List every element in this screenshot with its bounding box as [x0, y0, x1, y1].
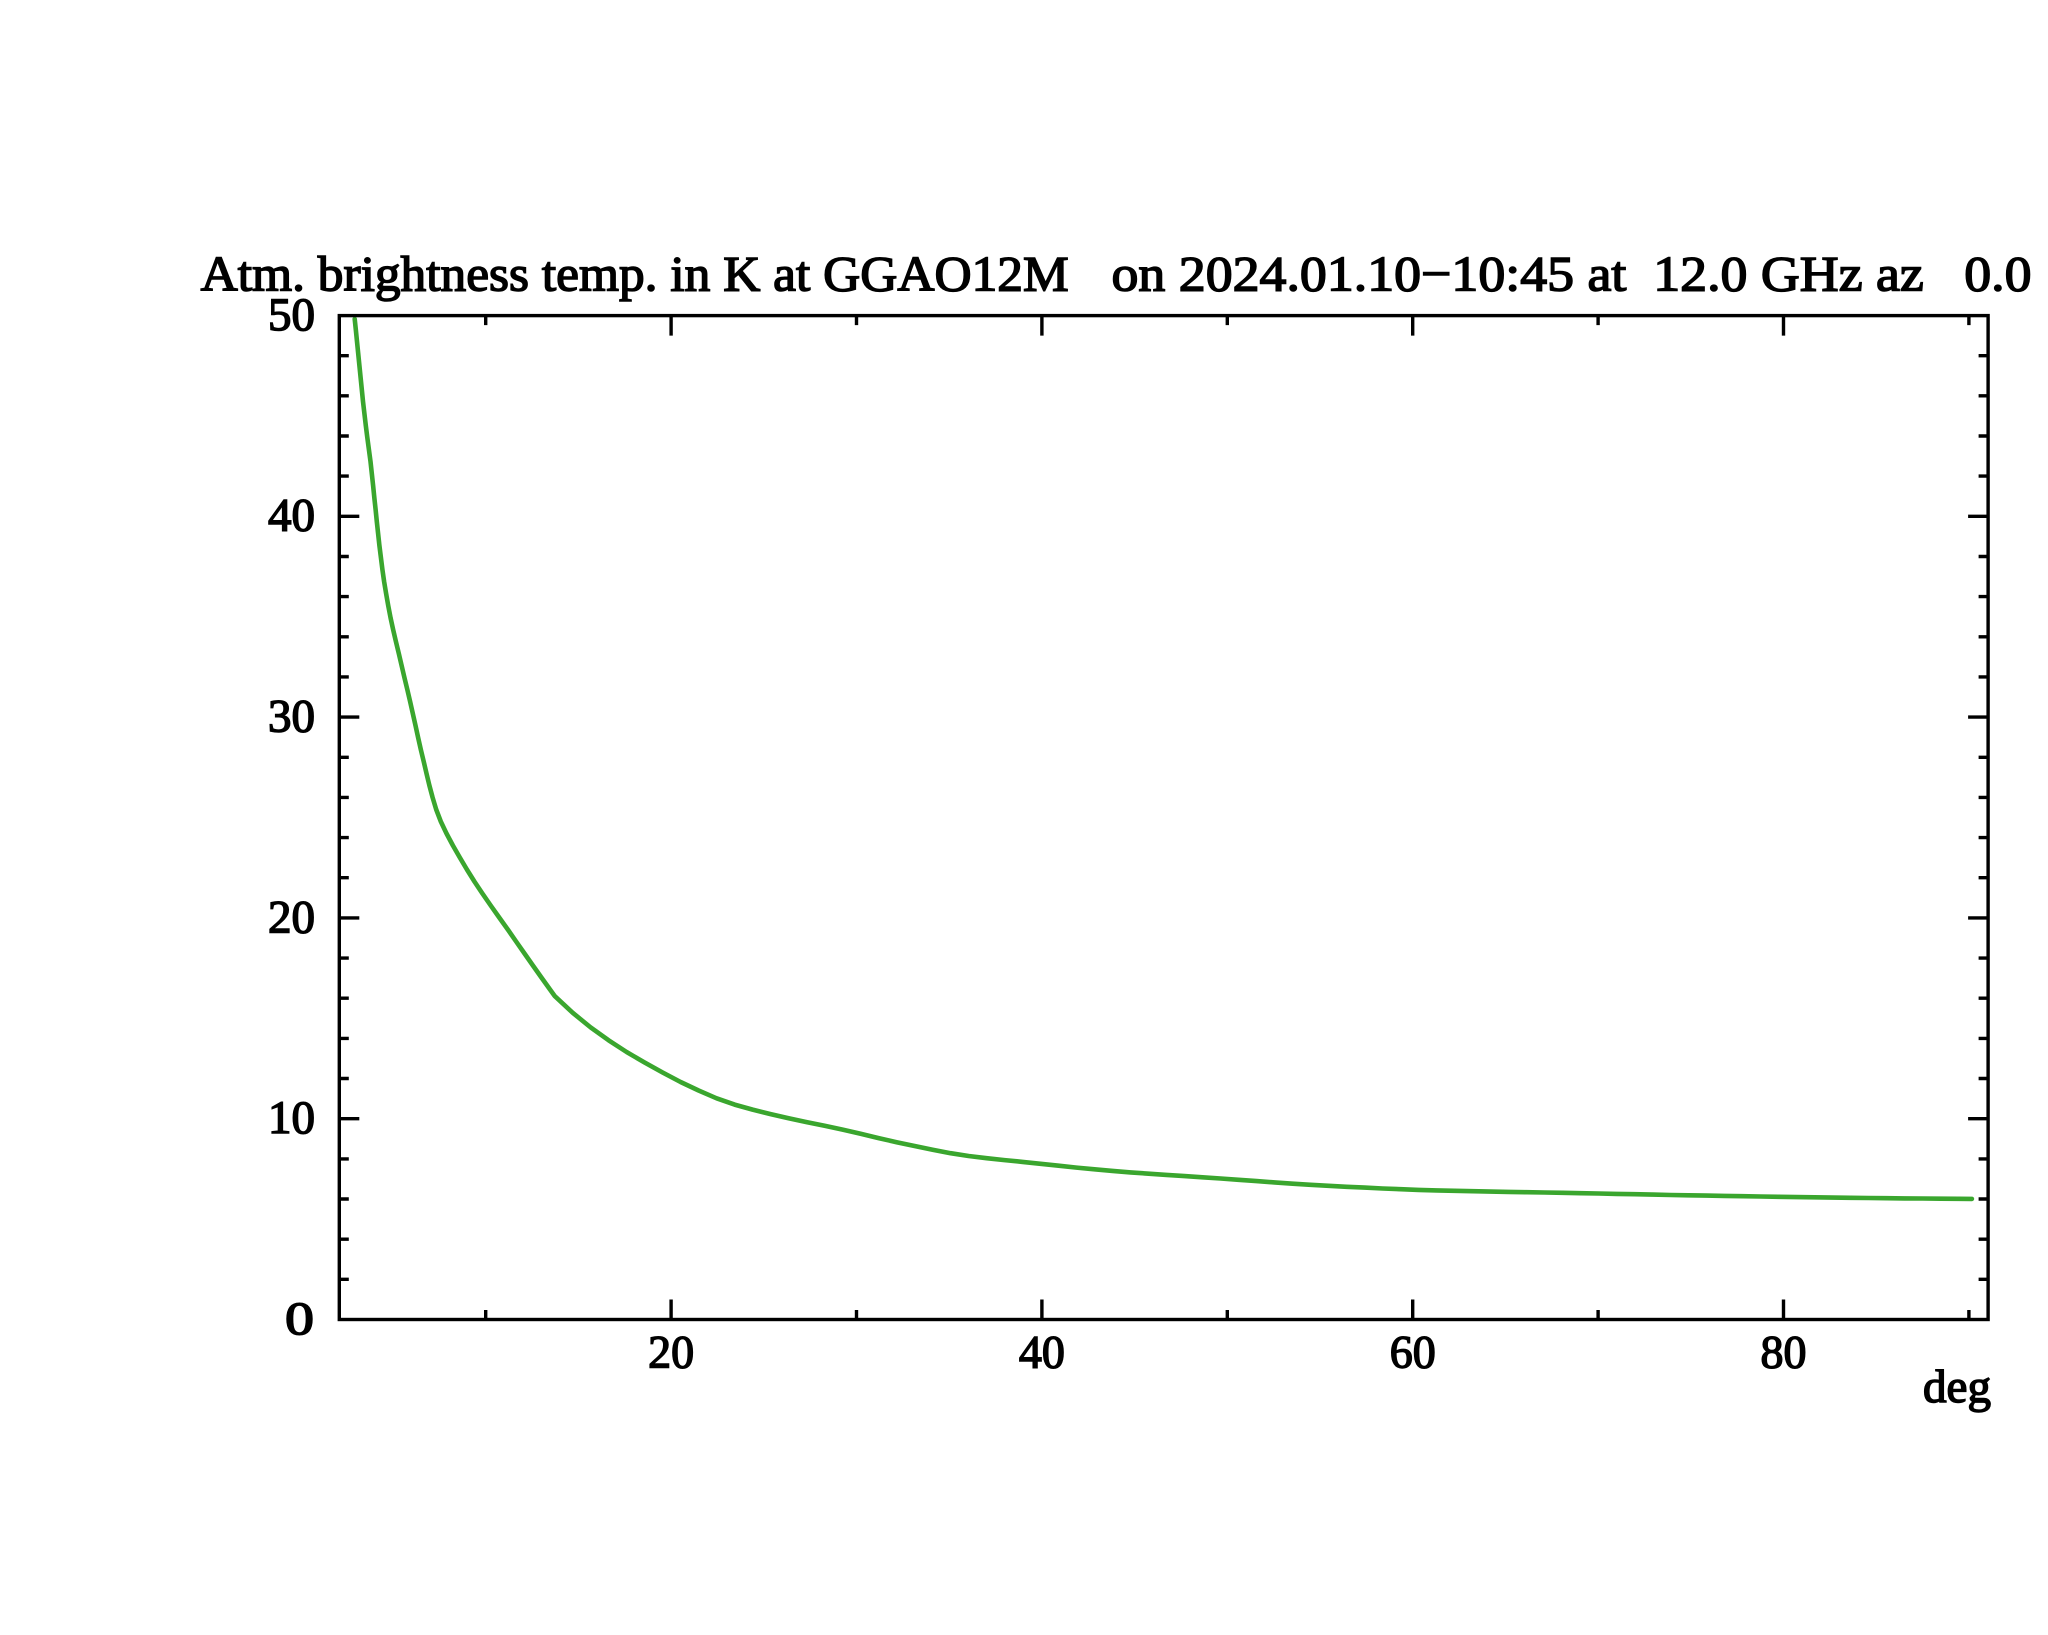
svg-text:20: 20 [648, 1326, 694, 1378]
svg-text:80: 80 [1760, 1327, 1806, 1379]
svg-text:deg: deg [1923, 1361, 1991, 1413]
svg-text:Atm. brightness temp. in K at: Atm. brightness temp. in K at GGAO12M [201, 245, 1069, 301]
svg-text:50: 50 [268, 289, 315, 341]
svg-text:0: 0 [285, 1293, 314, 1345]
svg-text:40: 40 [268, 490, 315, 542]
svg-text:10: 10 [268, 1092, 315, 1144]
svg-text:60: 60 [1390, 1327, 1436, 1379]
svg-text:20: 20 [268, 891, 315, 943]
svg-text:40: 40 [1019, 1327, 1065, 1379]
svg-text:on 2024.01.10−10:45 at 12.0 G: on 2024.01.10−10:45 at 12.0 GHz az 0.0 [1112, 246, 2032, 302]
svg-text:30: 30 [268, 690, 315, 742]
